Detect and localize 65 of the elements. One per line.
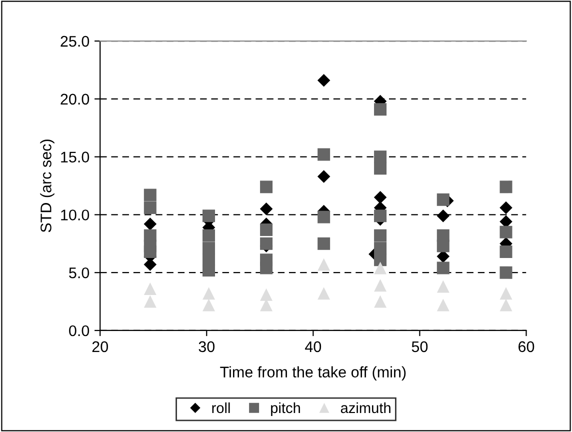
y-tick-label: 0.0: [69, 325, 90, 336]
point: [374, 162, 387, 175]
point: [144, 282, 156, 296]
point: [500, 298, 512, 312]
point: [318, 258, 330, 271]
point: [374, 190, 387, 204]
point: [144, 295, 156, 308]
point: [202, 229, 216, 242]
legend-label: roll: [212, 402, 230, 414]
point: [317, 170, 330, 183]
point: [436, 240, 450, 252]
point: [374, 279, 387, 292]
point: [144, 246, 156, 258]
point: [202, 287, 216, 300]
point: [500, 287, 512, 300]
point: [260, 237, 273, 250]
point: [260, 180, 273, 194]
point: [260, 224, 273, 236]
point: [374, 210, 387, 222]
x-tick-label: 50: [412, 341, 428, 352]
point: [436, 280, 450, 293]
point: [144, 218, 157, 230]
point: [436, 298, 450, 312]
point: [436, 209, 450, 222]
point: [500, 201, 512, 214]
point: [500, 180, 512, 194]
x-axis-title: Time from the take off (min): [220, 366, 406, 380]
x-tick-label: 30: [198, 341, 215, 352]
point: [144, 202, 156, 214]
point: [318, 237, 330, 250]
y-tick-label: 5.0: [69, 267, 90, 278]
point: [260, 288, 273, 301]
x-tick-label: 20: [92, 341, 108, 352]
point: [202, 242, 216, 255]
point: [374, 103, 387, 116]
point: [374, 150, 387, 164]
y-tick-label: 15.0: [61, 152, 90, 162]
point: [500, 266, 512, 279]
legend-label: pitch: [271, 402, 300, 416]
point: [318, 148, 330, 161]
point: [202, 298, 216, 312]
x-tick-label: 40: [305, 341, 322, 352]
point: [374, 254, 387, 266]
point: [374, 295, 387, 308]
point: [500, 246, 512, 258]
point: [317, 74, 330, 87]
point: [260, 262, 273, 274]
point: [374, 229, 387, 242]
point: [318, 287, 330, 300]
point: [374, 242, 387, 255]
point: [436, 250, 450, 263]
point: [436, 193, 450, 206]
x-tick-label: 60: [518, 341, 534, 352]
point: [500, 226, 512, 238]
point: [374, 262, 387, 274]
point: [144, 188, 156, 202]
legend-label: azimuth: [340, 402, 390, 414]
y-tick-label: 25.0: [60, 36, 90, 47]
point: [202, 210, 216, 222]
y-tick-label: 10.0: [61, 210, 90, 220]
point: [436, 262, 450, 274]
point: [260, 202, 273, 216]
y-axis-title: STD (arc sec): [40, 140, 54, 232]
y-tick-label: 20.0: [60, 94, 90, 105]
point: [318, 210, 330, 224]
